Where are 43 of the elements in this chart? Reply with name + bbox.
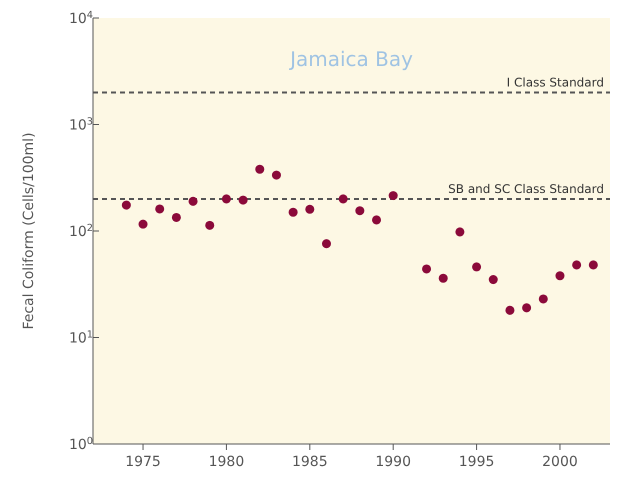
- point: [538, 294, 548, 304]
- y-tick-label: 10$^{3}$: [68, 116, 93, 134]
- point: [572, 260, 582, 270]
- point: [455, 227, 464, 236]
- x-tick-label: 1980: [208, 454, 244, 470]
- point: [505, 306, 514, 315]
- point: [388, 191, 398, 200]
- point: [138, 220, 148, 229]
- x-tick-label: 1995: [458, 454, 494, 470]
- point: [422, 264, 432, 274]
- text: Jamaica Bay: [288, 47, 414, 71]
- point: [488, 275, 498, 284]
- y-tick-label: 10$^{1}$: [68, 329, 93, 346]
- point: [188, 196, 198, 206]
- y-tick-label: 10$^{4}$: [68, 10, 93, 27]
- point: [522, 303, 532, 312]
- point: [355, 206, 364, 216]
- x-tick-label: 2000: [542, 454, 578, 470]
- x-tick-label: 1990: [375, 454, 412, 470]
- point: [472, 262, 482, 272]
- point: [588, 260, 598, 270]
- point: [338, 194, 348, 204]
- y-tick-label: 10$^{2}$: [68, 222, 93, 240]
- point: [555, 271, 564, 280]
- y-tick-label: 10$^{0}$: [68, 436, 93, 453]
- point: [272, 170, 281, 180]
- y-axis-title: Fecal Coliform (Cells/100ml): [20, 132, 37, 330]
- point: [238, 196, 248, 205]
- point: [122, 200, 131, 210]
- point: [205, 220, 214, 230]
- point: [155, 204, 164, 214]
- point: [322, 239, 331, 248]
- x-tick-label: 1975: [125, 454, 161, 470]
- x-tick-label: 1985: [292, 454, 328, 470]
- ref-line-label: I Class Standard: [506, 75, 604, 90]
- point: [255, 164, 264, 174]
- point: [438, 274, 448, 283]
- point: [222, 194, 231, 204]
- point: [372, 215, 382, 224]
- point: [172, 212, 181, 222]
- ref-line-label: SB and SC Class Standard: [448, 182, 604, 196]
- point: [288, 208, 298, 217]
- point: [305, 204, 314, 214]
